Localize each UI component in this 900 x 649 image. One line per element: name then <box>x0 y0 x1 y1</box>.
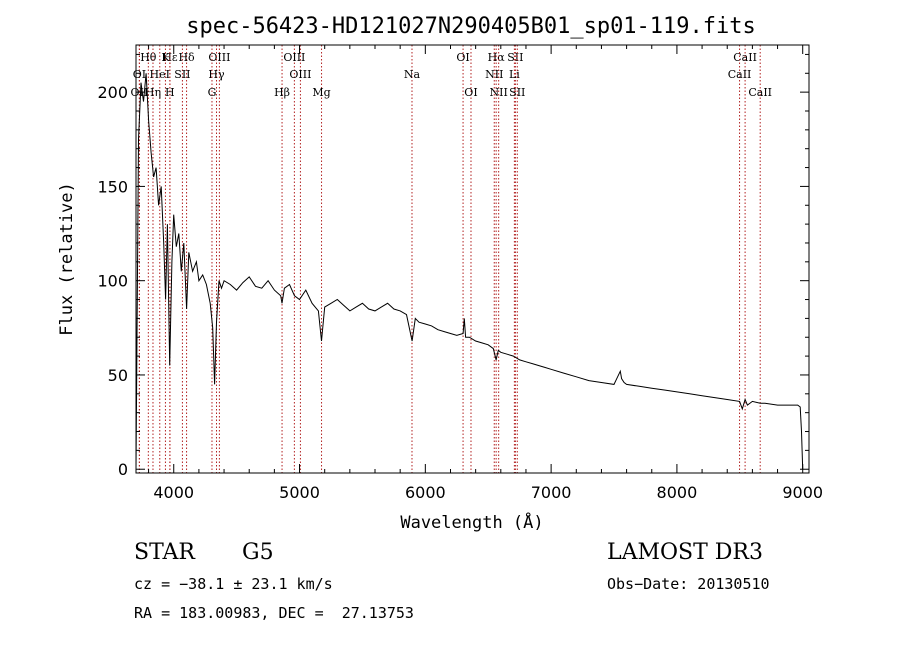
y-axis-label: Flux (relative) <box>57 182 77 336</box>
x-tick-label-8000: 8000 <box>657 483 698 502</box>
observation-date: Obs−Date: 20130510 <box>607 575 770 593</box>
line-label-OI1: OI <box>456 51 469 64</box>
line-label-OIII3: OIII <box>289 68 311 81</box>
y-tick-label-150: 150 <box>97 177 128 196</box>
line-label-Mg: Mg <box>312 86 330 99</box>
line-label-SII2: SII <box>509 86 525 99</box>
line-label-Hδ: Hδ <box>178 51 195 64</box>
ra-dec-coordinates: RA = 183.00983, DEC = 27.13753 <box>134 604 414 622</box>
line-label-OIII2: OIII <box>283 51 305 64</box>
line-label-Hη: Hη <box>145 86 161 99</box>
line-label-OI2: OI <box>464 86 477 99</box>
line-label-SII1: SII <box>507 51 523 64</box>
plot-frame <box>135 44 810 474</box>
x-tick-label-6000: 6000 <box>405 483 446 502</box>
line-label-OIII1: OIII <box>208 51 230 64</box>
line-label-Hβ: Hβ <box>274 86 290 99</box>
chart-title: spec-56423-HD121027N290405B01_sp01-119.f… <box>186 14 756 39</box>
x-axis-label: Wavelength (Å) <box>400 511 543 533</box>
line-label-Hε: Hε <box>162 51 178 64</box>
object-class: STAR <box>134 540 195 565</box>
line-label-CaII2: CaII <box>728 68 752 81</box>
line-label-NII2: NII <box>490 86 508 99</box>
line-label-NII1: NII <box>485 68 503 81</box>
redshift-value: cz = −38.1 ± 23.1 km/s <box>134 575 333 593</box>
line-label-HeI: HeI <box>150 68 170 81</box>
line-label-Hα: Hα <box>488 51 506 64</box>
y-tick-label-100: 100 <box>97 272 128 291</box>
line-label-OII2: OI <box>133 68 146 81</box>
survey-name: LAMOST DR3 <box>607 540 763 565</box>
x-tick-label-7000: 7000 <box>531 483 572 502</box>
x-tick-label-5000: 5000 <box>279 483 320 502</box>
object-subclass: G5 <box>242 540 274 565</box>
x-tick-label-9000: 9000 <box>782 483 823 502</box>
line-label-CaII3: CaII <box>748 86 772 99</box>
line-label-Hγ: Hγ <box>208 68 225 81</box>
line-label-K: K <box>161 51 170 64</box>
line-label-G: G <box>208 86 217 99</box>
line-label-Hθ: Hθ <box>140 51 157 64</box>
line-label-SII: SII <box>174 68 190 81</box>
line-label-Li: Li <box>509 68 520 81</box>
y-tick-label-50: 50 <box>108 366 128 385</box>
x-tick-label-4000: 4000 <box>153 483 194 502</box>
spectrum-line <box>135 73 804 470</box>
y-tick-label-200: 200 <box>97 83 128 102</box>
line-label-CaII1: CaII <box>733 51 757 64</box>
line-label-Na: Na <box>404 68 421 81</box>
y-tick-label-0: 0 <box>118 460 128 479</box>
line-label-H: H <box>165 86 175 99</box>
